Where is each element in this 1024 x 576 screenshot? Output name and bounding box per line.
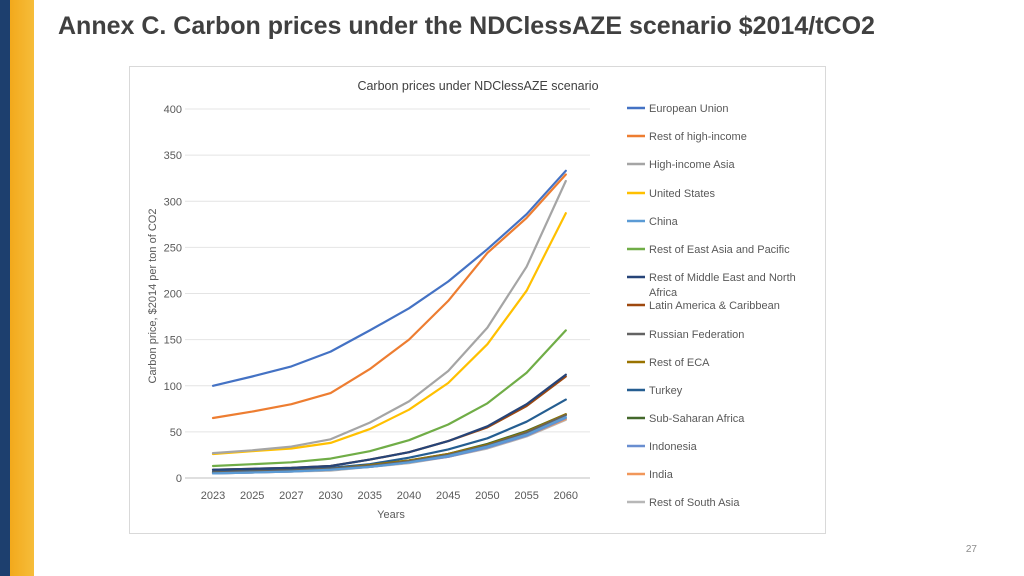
legend-label: Russian Federation bbox=[649, 329, 744, 341]
legend-label: Rest of high-income bbox=[649, 131, 747, 143]
legend-label: Rest of ECA bbox=[649, 357, 710, 369]
chart-container: Carbon prices under NDClessAZE scenario … bbox=[129, 66, 826, 534]
x-axis-label: Years bbox=[377, 509, 405, 521]
series-line bbox=[211, 179, 567, 455]
legend-label: European Union bbox=[649, 103, 729, 115]
legend-label: Sub-Saharan Africa bbox=[649, 413, 745, 425]
x-tick-label: 2050 bbox=[475, 490, 499, 502]
y-tick-label: 0 bbox=[176, 473, 182, 485]
legend: European Union Rest of high-income High-in… bbox=[627, 103, 796, 509]
x-tick-label: 2025 bbox=[240, 490, 264, 502]
y-tick-label: 200 bbox=[164, 289, 182, 301]
y-tick-label: 100 bbox=[164, 381, 182, 393]
legend-label: Turkey bbox=[649, 385, 683, 397]
x-axis-ticks: 2023 2025 2027 2030 2035 2040 2045 2050 2055 2060 bbox=[201, 490, 578, 502]
series-line bbox=[211, 173, 567, 420]
line-chart: Carbon prices under NDClessAZE scenario … bbox=[147, 79, 796, 521]
gridlines bbox=[185, 108, 590, 479]
x-tick-label: 2030 bbox=[318, 490, 342, 502]
legend-label: Rest of South Asia bbox=[649, 497, 740, 509]
y-axis-ticks: 0 50 100 150 200 250 300 350 400 bbox=[164, 104, 182, 485]
x-tick-label: 2045 bbox=[436, 490, 460, 502]
x-tick-label: 2035 bbox=[358, 490, 382, 502]
legend-label: Indonesia bbox=[649, 441, 698, 453]
y-tick-label: 350 bbox=[164, 150, 182, 162]
legend-label: High-income Asia bbox=[649, 159, 735, 171]
series-line bbox=[211, 212, 567, 456]
y-tick-label: 50 bbox=[170, 427, 182, 439]
y-tick-label: 300 bbox=[164, 196, 182, 208]
legend-label: Rest of Middle East and North Africa bbox=[649, 272, 796, 299]
legend-label: Rest of East Asia and Pacific bbox=[649, 244, 790, 256]
x-tick-label: 2060 bbox=[554, 490, 578, 502]
slide-title: Annex C. Carbon prices under the NDCless… bbox=[58, 12, 875, 40]
series-line bbox=[211, 373, 567, 471]
x-tick-label: 2055 bbox=[514, 490, 538, 502]
x-tick-label: 2040 bbox=[397, 490, 421, 502]
x-tick-label: 2023 bbox=[201, 490, 225, 502]
legend-label: Latin America & Caribbean bbox=[649, 300, 780, 312]
legend-label: China bbox=[649, 216, 679, 228]
series-line bbox=[211, 416, 567, 475]
series-line bbox=[211, 329, 567, 468]
series-line bbox=[211, 169, 567, 387]
legend-label: United States bbox=[649, 188, 716, 200]
y-tick-label: 400 bbox=[164, 104, 182, 116]
y-tick-label: 250 bbox=[164, 242, 182, 254]
x-tick-label: 2027 bbox=[279, 490, 303, 502]
accent-bar bbox=[0, 0, 34, 576]
chart-title: Carbon prices under NDClessAZE scenario bbox=[357, 79, 598, 93]
y-tick-label: 150 bbox=[164, 335, 182, 347]
page-number: 27 bbox=[965, 544, 977, 555]
y-axis-label: Carbon price, $2014 per ton of CO2 bbox=[147, 209, 159, 384]
series-lines bbox=[211, 169, 567, 475]
legend-label: India bbox=[649, 469, 674, 481]
